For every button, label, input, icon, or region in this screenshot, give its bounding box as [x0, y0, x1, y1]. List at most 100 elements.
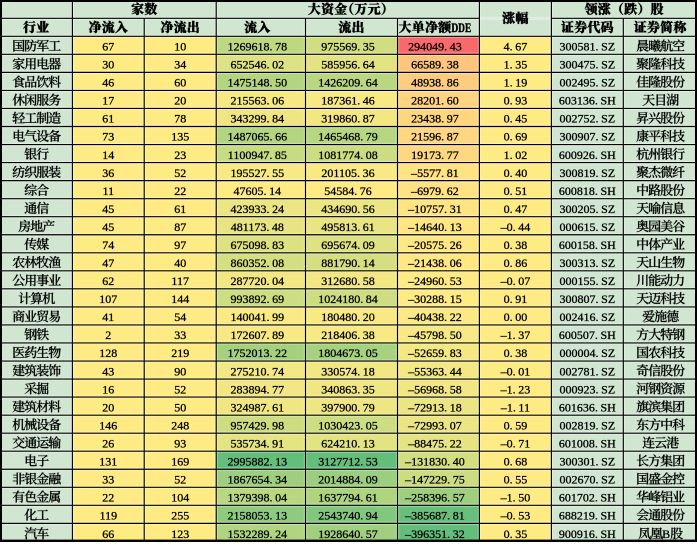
svg-text:74: 74 — [102, 238, 114, 252]
svg-text:123: 123 — [171, 527, 189, 541]
svg-text:–55363.: –55363. — [407, 364, 447, 378]
svg-text:000923.: 000923. — [560, 382, 599, 396]
svg-text:13: 13 — [450, 220, 462, 234]
svg-text:SZ: SZ — [601, 346, 615, 360]
svg-text:24: 24 — [272, 202, 284, 216]
svg-text:79: 79 — [363, 400, 375, 414]
svg-text:57: 57 — [366, 527, 378, 541]
svg-text:319860.: 319860. — [321, 112, 360, 126]
svg-text:1030423.: 1030423. — [318, 418, 363, 432]
svg-text:SH: SH — [600, 238, 616, 252]
svg-text:83: 83 — [450, 346, 462, 360]
svg-text:14: 14 — [269, 184, 281, 198]
svg-text:–30288.: –30288. — [407, 292, 447, 306]
svg-text:66589.: 66589. — [411, 58, 444, 72]
svg-text:19: 19 — [515, 76, 527, 90]
svg-text:69: 69 — [272, 292, 284, 306]
svg-text:34: 34 — [275, 473, 287, 487]
svg-text:255: 255 — [171, 509, 189, 523]
svg-text:SZ: SZ — [601, 220, 615, 234]
svg-text:33: 33 — [174, 328, 186, 342]
svg-text:603136.: 603136. — [559, 94, 598, 108]
svg-text:62: 62 — [102, 274, 114, 288]
svg-text:55: 55 — [515, 473, 527, 487]
svg-text:1465468.: 1465468. — [318, 130, 363, 144]
svg-text:13: 13 — [275, 509, 287, 523]
svg-text:–1.: –1. — [500, 400, 516, 414]
svg-text:SZ: SZ — [601, 40, 615, 54]
svg-text:74: 74 — [272, 364, 284, 378]
svg-text:54584.: 54584. — [324, 184, 357, 198]
svg-text:55: 55 — [272, 166, 284, 180]
svg-text:08: 08 — [366, 148, 378, 162]
svg-text:34: 34 — [174, 58, 186, 72]
svg-text:87: 87 — [363, 112, 375, 126]
svg-text:–6979.: –6979. — [410, 184, 444, 198]
svg-text:000155.: 000155. — [560, 274, 599, 288]
svg-text:02: 02 — [515, 148, 527, 162]
svg-text:2543740.: 2543740. — [318, 509, 363, 523]
svg-text:2158053.: 2158053. — [228, 509, 273, 523]
svg-text:40: 40 — [515, 166, 527, 180]
svg-text:59: 59 — [515, 418, 527, 432]
svg-text:98: 98 — [272, 418, 284, 432]
svg-text:47605.: 47605. — [234, 184, 267, 198]
svg-text:77: 77 — [272, 382, 284, 396]
svg-text:1269618.: 1269618. — [228, 40, 273, 54]
svg-text:58: 58 — [450, 382, 462, 396]
svg-text:13: 13 — [275, 454, 287, 468]
svg-text:SH: SH — [600, 94, 616, 108]
svg-text:91: 91 — [515, 292, 527, 306]
svg-text:14: 14 — [363, 256, 375, 270]
svg-text:624210.: 624210. — [321, 436, 360, 450]
svg-text:54: 54 — [174, 310, 186, 324]
svg-text:33: 33 — [102, 473, 114, 487]
svg-text:–24960.: –24960. — [407, 274, 447, 288]
svg-text:SZ: SZ — [601, 292, 615, 306]
svg-text:104: 104 — [171, 491, 189, 505]
svg-text:61: 61 — [363, 220, 375, 234]
svg-text:601008.: 601008. — [559, 436, 598, 450]
svg-text:324987.: 324987. — [231, 400, 270, 414]
svg-text:SZ: SZ — [601, 382, 615, 396]
svg-text:300301.: 300301. — [560, 454, 599, 468]
svg-text:93: 93 — [515, 94, 527, 108]
svg-text:45: 45 — [515, 112, 527, 126]
svg-text:SH: SH — [600, 491, 616, 505]
svg-text:57: 57 — [453, 491, 465, 505]
svg-text:77: 77 — [447, 148, 459, 162]
svg-text:50: 50 — [518, 491, 530, 505]
svg-text:30: 30 — [102, 58, 114, 72]
svg-text:15: 15 — [450, 292, 462, 306]
svg-text:1024180.: 1024180. — [318, 292, 363, 306]
svg-text:300807.: 300807. — [560, 292, 599, 306]
svg-text:SH: SH — [600, 328, 616, 342]
svg-text:76: 76 — [360, 184, 372, 198]
svg-text:300581.: 300581. — [560, 40, 599, 54]
svg-text:11: 11 — [103, 184, 115, 198]
svg-text:14: 14 — [102, 148, 114, 162]
svg-text:0.: 0. — [504, 184, 513, 198]
svg-text:35: 35 — [515, 527, 527, 541]
svg-text:61: 61 — [102, 112, 114, 126]
svg-text:SH: SH — [600, 509, 616, 523]
svg-text:44: 44 — [450, 364, 462, 378]
svg-text:0.: 0. — [504, 238, 513, 252]
svg-text:140041.: 140041. — [231, 310, 270, 324]
svg-text:78: 78 — [174, 112, 186, 126]
svg-text:38: 38 — [515, 346, 527, 360]
svg-text:47: 47 — [102, 256, 114, 270]
svg-text:16: 16 — [102, 382, 114, 396]
svg-text:SZ: SZ — [601, 418, 615, 432]
svg-text:53: 53 — [366, 454, 378, 468]
svg-text:37: 37 — [518, 328, 530, 342]
svg-text:SZ: SZ — [601, 364, 615, 378]
svg-text:–72993.: –72993. — [407, 418, 447, 432]
svg-text:62: 62 — [447, 184, 459, 198]
svg-text:61: 61 — [272, 400, 284, 414]
svg-text:10: 10 — [174, 40, 186, 54]
svg-text:0.: 0. — [504, 418, 513, 432]
svg-text:71: 71 — [518, 436, 530, 450]
svg-text:180480.: 180480. — [321, 310, 360, 324]
svg-text:1100947.: 1100947. — [228, 148, 273, 162]
